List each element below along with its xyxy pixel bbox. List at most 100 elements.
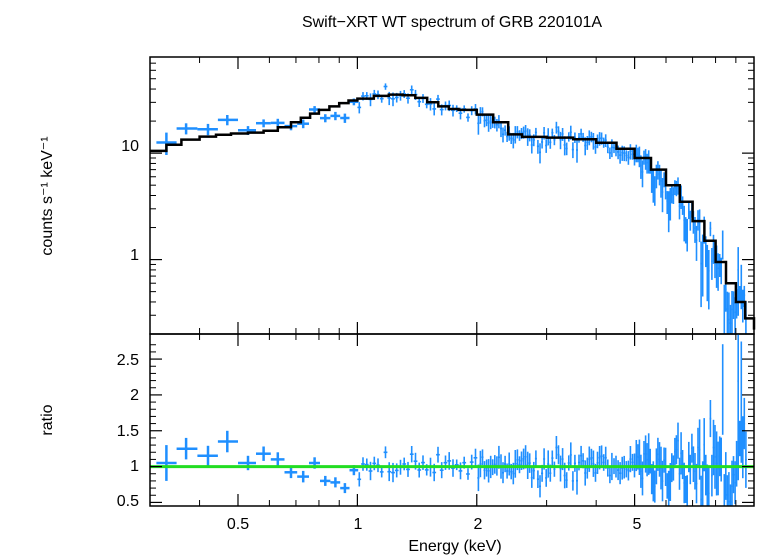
ratio-data-point bbox=[565, 472, 568, 488]
ratio-data-point bbox=[621, 456, 624, 480]
ratio-data-point bbox=[409, 446, 414, 463]
x-axis-label: Energy (keV) bbox=[408, 538, 501, 555]
spectrum-data-point bbox=[741, 289, 744, 323]
ratio-data-point bbox=[596, 451, 599, 474]
ratio-data-point bbox=[703, 418, 706, 472]
spectrum-data-point bbox=[687, 201, 690, 220]
ratio-data-point bbox=[677, 422, 679, 459]
spectrum-data-point bbox=[669, 188, 672, 221]
ratio-data-point bbox=[402, 457, 407, 471]
ratio-data-point bbox=[714, 425, 716, 489]
spectrum-data-point bbox=[666, 191, 669, 214]
spectrum-data-point bbox=[653, 176, 656, 206]
ratio-data-point bbox=[576, 466, 578, 495]
ratio-data-point bbox=[217, 430, 238, 453]
ratio-data-point bbox=[724, 452, 727, 500]
ratio-data-point bbox=[669, 463, 672, 501]
ratio-data-point bbox=[539, 475, 541, 498]
spectrum-data-point bbox=[197, 123, 218, 136]
spectrum-data-point bbox=[647, 150, 650, 174]
ratio-data-point bbox=[176, 437, 198, 460]
ratio-data-point bbox=[368, 461, 373, 481]
spectrum-data-point bbox=[541, 136, 544, 149]
spectrum-data-point bbox=[729, 304, 732, 334]
spectrum-data-point bbox=[641, 160, 644, 188]
ratio-data-point bbox=[695, 463, 698, 504]
ratio-data-point bbox=[330, 477, 341, 488]
ratio-data-point bbox=[602, 454, 605, 471]
spectrum-data-point bbox=[707, 250, 710, 310]
ratio-data-point bbox=[643, 441, 645, 467]
spectrum-data-point bbox=[672, 187, 675, 204]
ratio-data-point bbox=[627, 460, 630, 481]
spectrum-data-point bbox=[559, 131, 562, 150]
spectrum-data-point bbox=[619, 147, 622, 164]
spectrum-data-point bbox=[717, 253, 719, 291]
ratio-data-point bbox=[466, 468, 470, 480]
ratio-data-point bbox=[436, 446, 440, 463]
ratio-data-point bbox=[675, 435, 678, 465]
spectrum-data-point bbox=[256, 119, 271, 128]
ratio-data-point bbox=[340, 483, 350, 494]
ratio-data-point bbox=[372, 456, 377, 471]
xtick-2: 2 bbox=[474, 516, 483, 533]
spectrum-data-point bbox=[655, 164, 658, 189]
ratio-data-point bbox=[723, 474, 726, 506]
spectrum-data-point bbox=[670, 184, 673, 204]
ratio-data-point bbox=[638, 439, 641, 475]
ratio-data-point bbox=[743, 397, 746, 450]
ratio-data-point bbox=[573, 454, 576, 472]
ratio-ytick-1-5: 1.5 bbox=[117, 423, 139, 440]
ratio-data-point bbox=[689, 454, 692, 485]
spectrum-data-point bbox=[612, 142, 615, 154]
ratio-data-point bbox=[518, 456, 521, 474]
ratio-data-point bbox=[732, 456, 735, 494]
spectrum-data-point bbox=[432, 103, 437, 116]
ratio-data-point bbox=[493, 455, 496, 474]
ratio-data-point bbox=[691, 433, 693, 463]
ratio-data-point bbox=[551, 450, 554, 466]
ratio-data-point bbox=[678, 457, 681, 490]
spectrum-data-point bbox=[661, 178, 664, 213]
ratio-data-point bbox=[729, 484, 732, 506]
spectrum-data-point bbox=[545, 139, 548, 153]
spectrum-data-point bbox=[428, 98, 433, 111]
ratio-data-point bbox=[270, 452, 285, 467]
ratio-data-point bbox=[735, 440, 738, 487]
spectrum-data-point bbox=[723, 284, 726, 334]
ratio-data-point bbox=[658, 442, 661, 477]
spectrum-y-axis-label: counts s⁻¹ keV⁻¹ bbox=[39, 136, 56, 255]
spectrum-data-point bbox=[499, 121, 502, 138]
ratio-data-point bbox=[483, 461, 486, 480]
spectrum-data-point bbox=[320, 114, 331, 123]
spectrum-ticks bbox=[149, 56, 754, 335]
spectrum-data-point bbox=[731, 291, 733, 334]
spectrum-data-point bbox=[536, 139, 539, 154]
ratio-data-point bbox=[481, 449, 484, 466]
ratio-data-point bbox=[617, 460, 620, 481]
spectrum-data-point bbox=[718, 254, 721, 277]
ratio-data-point bbox=[379, 466, 384, 478]
spectrum-data-point bbox=[557, 126, 560, 137]
ratio-data-point bbox=[721, 344, 724, 435]
ratio-frame bbox=[149, 333, 755, 507]
ratio-data-points bbox=[156, 334, 747, 506]
ratio-data-point bbox=[701, 461, 704, 506]
ratio-data-point bbox=[711, 454, 713, 497]
spectrum-data-point bbox=[551, 128, 554, 138]
ratio-data-point bbox=[545, 469, 548, 487]
spectrum-data-point bbox=[516, 126, 519, 139]
ratio-data-point bbox=[477, 464, 480, 492]
spectrum-data-point bbox=[270, 118, 285, 128]
ratio-data-point bbox=[715, 431, 718, 496]
xtick-0-5: 0.5 bbox=[227, 516, 249, 533]
ratio-data-point bbox=[694, 453, 696, 490]
ratio-data-point bbox=[508, 452, 511, 476]
ratio-data-point bbox=[361, 457, 365, 471]
ratio-data-point bbox=[738, 420, 741, 457]
spectrum-data-point bbox=[489, 114, 492, 130]
ratio-data-point bbox=[534, 450, 537, 467]
spectrum-data-point bbox=[578, 133, 581, 143]
spectrum-data-point bbox=[726, 291, 729, 334]
model-curve bbox=[150, 93, 756, 330]
